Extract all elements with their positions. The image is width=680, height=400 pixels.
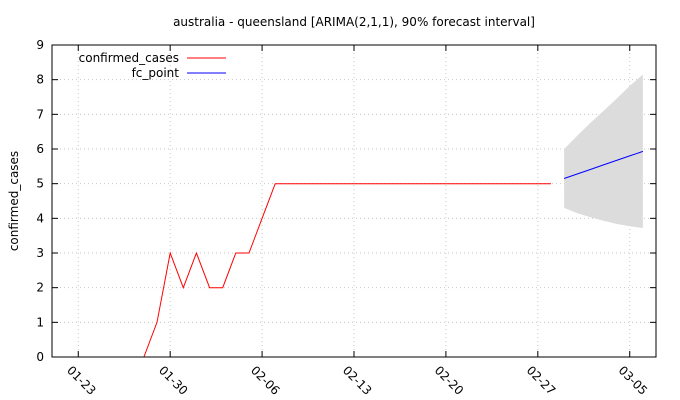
y-axis-ticks: 0 1 2 3 4 5 6 7 8 9 <box>36 38 656 364</box>
y-tick-label: 7 <box>36 107 44 121</box>
y-tick-label: 6 <box>36 142 44 156</box>
series-line-confirmed-cases <box>143 183 551 358</box>
x-tick-label: 02-13 <box>340 363 375 398</box>
legend-label: confirmed_cases <box>79 51 179 65</box>
x-tick-label: 02-20 <box>432 363 467 398</box>
x-tick-label: 01-23 <box>64 363 99 398</box>
x-tick-label: 03-05 <box>616 363 651 398</box>
x-tick-label: 01-30 <box>156 363 191 398</box>
x-tick-label: 02-06 <box>248 363 283 398</box>
x-tick-label: 02-27 <box>524 363 559 398</box>
y-tick-label: 3 <box>36 246 44 260</box>
grid <box>52 45 656 357</box>
series-lines <box>143 150 644 358</box>
y-tick-label: 2 <box>36 281 44 295</box>
y-tick-label: 0 <box>36 350 44 364</box>
y-tick-label: 4 <box>36 211 44 225</box>
series-line-fc-point <box>563 150 644 179</box>
y-tick-label: 5 <box>36 177 44 191</box>
forecast-interval-area <box>564 74 643 228</box>
forecast-interval-band <box>564 74 643 228</box>
y-tick-label: 8 <box>36 73 44 87</box>
y-tick-label: 1 <box>36 315 44 329</box>
legend-label: fc_point <box>132 66 180 80</box>
y-axis-label: confirmed_cases <box>7 151 21 251</box>
chart-title: australia - queensland [ARIMA(2,1,1), 90… <box>173 15 535 29</box>
y-tick-label: 9 <box>36 38 44 52</box>
